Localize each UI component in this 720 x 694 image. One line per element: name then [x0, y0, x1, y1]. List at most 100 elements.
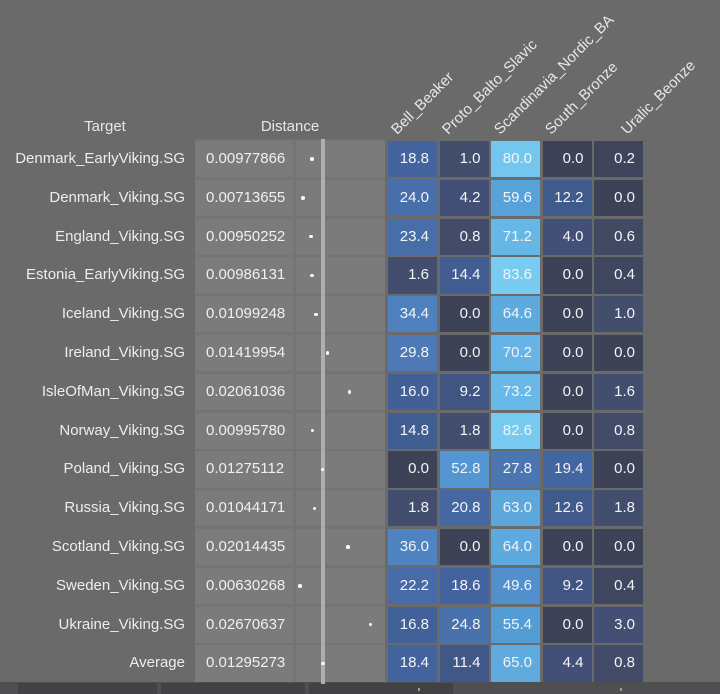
heatmap-cell: 1.0	[594, 296, 643, 333]
heatmap-cell: 65.0	[491, 645, 540, 682]
heatmap-cell: 4.0	[542, 218, 592, 255]
distance-plot-cell	[296, 179, 385, 216]
heatmap-cell: 49.6	[491, 567, 540, 604]
heatmap-cell: 29.8	[388, 335, 437, 372]
distance-plot-cell	[296, 490, 385, 527]
heatmap-cell: 27.8	[491, 451, 540, 488]
footer-segment	[18, 683, 157, 694]
target-row-label: Iceland_Viking.SG	[61, 305, 185, 323]
distance-plot-cell	[296, 335, 385, 372]
heatmap-cell: 0.0	[542, 141, 592, 178]
distance-value-cell: 0.01044171	[195, 490, 293, 527]
source-column-header-proto-balto-slavic: Proto_Balto_Slavic	[438, 36, 541, 138]
heatmap-cell: 12.2	[542, 179, 592, 216]
distance-dot	[320, 467, 324, 472]
distance-plot-cell	[296, 451, 385, 488]
distance-plot-cell	[296, 645, 385, 682]
heatmap-cell: 0.8	[594, 645, 643, 682]
heatmap-cell: 9.2	[439, 373, 489, 410]
distance-value-cell: 0.00630268	[195, 567, 293, 604]
source-column-header-uralic-beonze: Uralic_Beonze	[617, 56, 699, 138]
heatmap-cell: 14.8	[388, 412, 437, 449]
heatmap-cell: 0.2	[594, 141, 643, 178]
heatmap-cell: 18.8	[388, 141, 437, 178]
heatmap-cell: 0.6	[594, 218, 643, 255]
distance-value-cell: 0.01275112	[195, 451, 293, 488]
heatmap-cell: 24.0	[388, 179, 437, 216]
footer-tick	[418, 688, 420, 691]
target-row-label: England_Viking.SG	[55, 227, 185, 245]
distance-dot	[298, 584, 302, 588]
distance-plot-cell	[296, 296, 385, 333]
distance-value-cell: 0.00995780	[195, 412, 293, 449]
target-row-label: Denmark_Viking.SG	[49, 188, 185, 206]
target-row-label: Ireland_Viking.SG	[64, 344, 185, 361]
heatmap-cell: 0.0	[594, 529, 643, 566]
distance-dot	[347, 390, 352, 394]
heatmap-cell: 16.8	[388, 606, 437, 643]
heatmap-cell: 36.0	[388, 529, 437, 566]
heatmap-cell: 23.4	[388, 218, 437, 255]
distance-dot	[312, 506, 316, 511]
distance-value-cell: 0.02014435	[195, 529, 293, 566]
distance-value-cell: 0.00986131	[195, 257, 293, 294]
heatmap-cell: 9.2	[542, 567, 592, 604]
distance-dot	[310, 428, 315, 433]
heatmap-cell: 0.0	[542, 529, 592, 566]
heatmap-cell: 0.0	[542, 296, 592, 333]
distance-value-cell: 0.00977866	[195, 141, 293, 178]
heatmap-cell: 0.8	[439, 218, 489, 255]
heatmap-cell: 55.4	[491, 606, 540, 643]
distance-plot-cell	[296, 529, 385, 566]
heatmap-cell: 0.0	[388, 451, 437, 488]
heatmap-cell: 59.6	[491, 179, 540, 216]
target-row-label: IsleOfMan_Viking.SG	[41, 382, 185, 400]
heatmap-cell: 0.0	[439, 529, 489, 566]
target-row-label: Average	[129, 654, 185, 672]
heatmap-cell: 16.0	[388, 373, 437, 410]
target-row-label: Poland_Viking.SG	[63, 460, 185, 478]
heatmap-cell: 64.0	[491, 529, 540, 566]
heatmap-cell: 82.6	[491, 412, 540, 449]
heatmap-cell: 4.4	[542, 645, 592, 682]
heatmap-cell: 0.0	[594, 335, 643, 372]
heatmap-cell: 22.2	[388, 567, 437, 604]
heatmap-cell: 71.2	[491, 218, 540, 255]
target-row-label: Scotland_Viking.SG	[51, 538, 185, 555]
distance-value-cell: 0.01419954	[195, 335, 293, 372]
target-row-label: Norway_Viking.SG	[59, 421, 185, 439]
distance-dot	[321, 661, 325, 666]
distance-value-cell: 0.02670637	[195, 606, 293, 643]
heatmap-cell: 0.8	[594, 412, 643, 449]
heatmap-cell: 0.0	[542, 412, 592, 449]
distance-dot	[310, 273, 314, 278]
heatmap-cell: 20.8	[439, 490, 489, 527]
target-column-header: Target	[84, 118, 126, 135]
distance-column-header: Distance	[260, 118, 320, 135]
heatmap-cell: 4.2	[439, 179, 489, 216]
heatmap-cell: 18.4	[388, 645, 437, 682]
heatmap-cell: 0.0	[439, 335, 489, 372]
heatmap-cell: 52.8	[439, 451, 489, 488]
heatmap-cell: 70.2	[491, 335, 540, 372]
heatmap-cell: 1.8	[388, 490, 437, 527]
distance-value-cell: 0.00713655	[195, 179, 293, 216]
distance-plot-cell	[296, 412, 385, 449]
target-row-label: Ukraine_Viking.SG	[58, 615, 185, 633]
average-distance-reference-line	[321, 139, 325, 684]
heatmap-cell: 0.0	[594, 451, 643, 488]
heatmap-cell: 0.0	[542, 335, 592, 372]
distance-value-cell: 0.01099248	[195, 296, 293, 333]
heatmap-cell: 1.6	[388, 257, 437, 294]
heatmap-cell: 1.8	[439, 412, 489, 449]
heatmap-cell: 0.0	[439, 296, 489, 333]
distance-dot	[314, 312, 318, 317]
heatmap-cell: 0.0	[594, 179, 643, 216]
heatmap-cell: 19.4	[542, 451, 592, 488]
heatmap-cell: 18.6	[439, 567, 489, 604]
heatmap-cell: 73.2	[491, 373, 540, 410]
distance-value-cell: 0.00950252	[195, 218, 293, 255]
distance-plot-cell	[296, 257, 385, 294]
distance-plot-cell	[296, 373, 385, 410]
